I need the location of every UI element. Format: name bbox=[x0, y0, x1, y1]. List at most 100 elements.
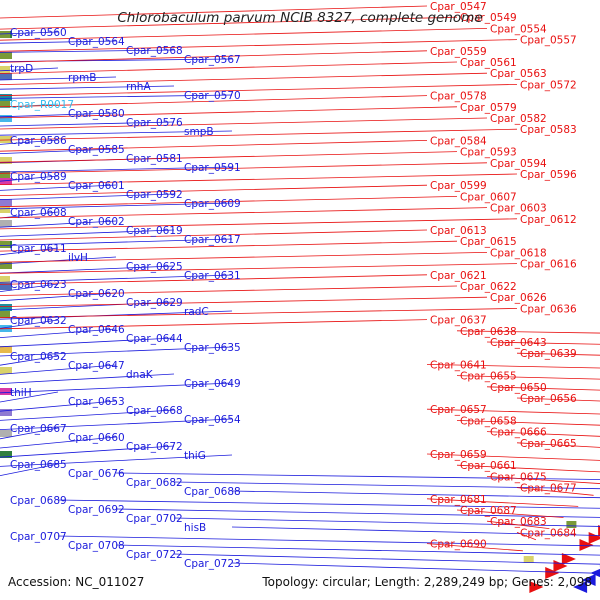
gene-label-right[interactable]: Cpar_0554 bbox=[490, 23, 547, 35]
gene-label-left[interactable]: Cpar_0647 bbox=[68, 360, 125, 372]
gene-label-right[interactable]: Cpar_0613 bbox=[430, 225, 487, 237]
gene-label-left[interactable]: Cpar_0689 bbox=[10, 495, 67, 507]
gene-label-right[interactable]: Cpar_0639 bbox=[520, 348, 577, 360]
gene-label-right[interactable]: Cpar_0557 bbox=[520, 35, 577, 47]
gene-label-left[interactable]: Cpar_0617 bbox=[184, 234, 241, 246]
gene-label-left[interactable]: Cpar_0591 bbox=[184, 162, 241, 174]
gene-label-right[interactable]: Cpar_0677 bbox=[520, 483, 577, 495]
gene-label-right[interactable]: Cpar_0616 bbox=[520, 259, 577, 271]
gene-label-left[interactable]: smpB bbox=[184, 126, 214, 138]
gene-label-right[interactable]: Cpar_0559 bbox=[430, 46, 487, 58]
gene-label-left[interactable]: Cpar_0653 bbox=[68, 396, 125, 408]
gene-label-left[interactable]: rnhA bbox=[126, 81, 151, 93]
gene-label-left[interactable]: Cpar_0723 bbox=[184, 558, 241, 570]
gene-label-left[interactable]: Cpar_0667 bbox=[10, 423, 67, 435]
gene-label-left[interactable]: thiG bbox=[184, 450, 206, 462]
gene-label-left[interactable]: Cpar_0580 bbox=[68, 108, 125, 120]
gene-label-left[interactable]: trpD bbox=[10, 63, 33, 75]
gene-label-left[interactable]: Cpar_0601 bbox=[68, 180, 125, 192]
gene-label-right[interactable]: Cpar_0656 bbox=[520, 393, 577, 405]
gene-label-left[interactable]: Cpar_0682 bbox=[126, 477, 183, 489]
gene-label-left[interactable]: Cpar_0629 bbox=[126, 297, 183, 309]
gene-label-right[interactable]: Cpar_0638 bbox=[460, 326, 517, 338]
gene-label-right[interactable]: Cpar_0563 bbox=[490, 68, 547, 80]
gene-label-right[interactable]: Cpar_0612 bbox=[520, 214, 577, 226]
gene-label-right[interactable]: Cpar_0596 bbox=[520, 169, 577, 181]
gene-label-left[interactable]: Cpar_0586 bbox=[10, 135, 67, 147]
gene-label-left[interactable]: Cpar_0560 bbox=[10, 27, 67, 39]
gene-label-left[interactable]: Cpar_0602 bbox=[68, 216, 125, 228]
gene-label-right[interactable]: Cpar_0584 bbox=[430, 135, 487, 147]
gene-label-right[interactable]: Cpar_0615 bbox=[460, 236, 517, 248]
gene-label-left[interactable]: Cpar_0644 bbox=[126, 333, 183, 345]
gene-label-right[interactable]: Cpar_0659 bbox=[430, 449, 487, 461]
gene-label-right[interactable]: Cpar_0690 bbox=[430, 539, 487, 551]
gene-label-left[interactable]: Cpar_0567 bbox=[184, 54, 241, 66]
gene-label-right[interactable]: Cpar_0626 bbox=[490, 292, 547, 304]
gene-label-right[interactable]: Cpar_0657 bbox=[430, 404, 487, 416]
gene-label-right[interactable]: Cpar_0675 bbox=[490, 471, 547, 483]
gene-label-left[interactable]: thiH bbox=[10, 387, 32, 399]
gene-label-left[interactable]: Cpar_0608 bbox=[10, 207, 67, 219]
gene-label-right[interactable]: Cpar_0621 bbox=[430, 270, 487, 282]
gene-label-right[interactable]: Cpar_0684 bbox=[520, 527, 577, 539]
gene-label-left[interactable]: Cpar_0685 bbox=[10, 459, 67, 471]
gene-label-left[interactable]: Cpar_0649 bbox=[184, 378, 241, 390]
gene-label-right[interactable]: Cpar_0687 bbox=[460, 505, 517, 517]
gene-label-left[interactable]: Cpar_0609 bbox=[184, 198, 241, 210]
gene-label-right[interactable]: Cpar_0618 bbox=[490, 247, 547, 259]
gene-label-right[interactable]: Cpar_0582 bbox=[490, 113, 547, 125]
gene-label-left[interactable]: Cpar_0676 bbox=[68, 468, 125, 480]
gene-label-right[interactable]: Cpar_0572 bbox=[520, 79, 577, 91]
gene-label-left[interactable]: Cpar_0654 bbox=[184, 414, 241, 426]
gene-label-left[interactable]: Cpar_0632 bbox=[10, 315, 67, 327]
gene-label-right[interactable]: Cpar_0593 bbox=[460, 147, 517, 159]
gene-label-left[interactable]: rpmB bbox=[68, 72, 96, 84]
gene-label-right[interactable]: Cpar_0549 bbox=[460, 12, 517, 24]
gene-label-left[interactable]: Cpar_0660 bbox=[68, 432, 125, 444]
gene-label-left[interactable]: Cpar_0576 bbox=[126, 117, 183, 129]
gene-label-left[interactable]: Cpar_0707 bbox=[10, 531, 67, 543]
gene-label-left[interactable]: Cpar_0688 bbox=[184, 486, 241, 498]
gene-label-right[interactable]: Cpar_0650 bbox=[490, 382, 547, 394]
gene-label-left[interactable]: ilvH bbox=[68, 252, 88, 264]
gene-label-right[interactable]: Cpar_0578 bbox=[430, 91, 487, 103]
gene-label-left[interactable]: Cpar_0625 bbox=[126, 261, 183, 273]
gene-label-right[interactable]: Cpar_0607 bbox=[460, 191, 517, 203]
gene-label-left[interactable]: dnaK bbox=[126, 369, 154, 381]
gene-label-left[interactable]: Cpar_0564 bbox=[68, 36, 125, 48]
gene-label-right[interactable]: Cpar_0665 bbox=[520, 438, 577, 450]
gene-label-left[interactable]: Cpar_0623 bbox=[10, 279, 67, 291]
gene-label-left[interactable]: Cpar_0585 bbox=[68, 144, 125, 156]
gene-label-left[interactable]: hisB bbox=[184, 522, 206, 534]
gene-label-left[interactable]: Cpar_R0017 bbox=[10, 99, 74, 111]
gene-label-left[interactable]: Cpar_0631 bbox=[184, 270, 241, 282]
gene-label-right[interactable]: Cpar_0594 bbox=[490, 158, 547, 170]
gene-label-left[interactable]: Cpar_0568 bbox=[126, 45, 183, 57]
gene-label-left[interactable]: Cpar_0619 bbox=[126, 225, 183, 237]
gene-label-right[interactable]: Cpar_0583 bbox=[520, 124, 577, 136]
gene-label-left[interactable]: Cpar_0592 bbox=[126, 189, 183, 201]
gene-label-right[interactable]: Cpar_0641 bbox=[430, 359, 487, 371]
gene-label-right[interactable]: Cpar_0661 bbox=[460, 460, 517, 472]
gene-label-right[interactable]: Cpar_0683 bbox=[490, 516, 547, 528]
gene-label-left[interactable]: Cpar_0570 bbox=[184, 90, 241, 102]
gene-label-left[interactable]: Cpar_0589 bbox=[10, 171, 67, 183]
gene-label-right[interactable]: Cpar_0658 bbox=[460, 415, 517, 427]
gene-label-left[interactable]: Cpar_0708 bbox=[68, 540, 125, 552]
gene-label-left[interactable]: Cpar_0692 bbox=[68, 504, 125, 516]
gene-label-right[interactable]: Cpar_0599 bbox=[430, 180, 487, 192]
gene-label-right[interactable]: Cpar_0637 bbox=[430, 315, 487, 327]
gene-label-right[interactable]: Cpar_0603 bbox=[490, 203, 547, 215]
gene-label-left[interactable]: Cpar_0702 bbox=[126, 513, 183, 525]
gene-label-right[interactable]: Cpar_0636 bbox=[520, 303, 577, 315]
gene-label-right[interactable]: Cpar_0643 bbox=[490, 337, 547, 349]
gene-label-right[interactable]: Cpar_0579 bbox=[460, 102, 517, 114]
gene-label-right[interactable]: Cpar_0655 bbox=[460, 371, 517, 383]
gene-label-left[interactable]: Cpar_0722 bbox=[126, 549, 183, 561]
gene-label-left[interactable]: Cpar_0611 bbox=[10, 243, 67, 255]
gene-label-right[interactable]: Cpar_0666 bbox=[490, 427, 547, 439]
gene-label-left[interactable]: radC bbox=[184, 306, 209, 318]
gene-label-left[interactable]: Cpar_0620 bbox=[68, 288, 125, 300]
gene-label-right[interactable]: Cpar_0622 bbox=[460, 281, 517, 293]
